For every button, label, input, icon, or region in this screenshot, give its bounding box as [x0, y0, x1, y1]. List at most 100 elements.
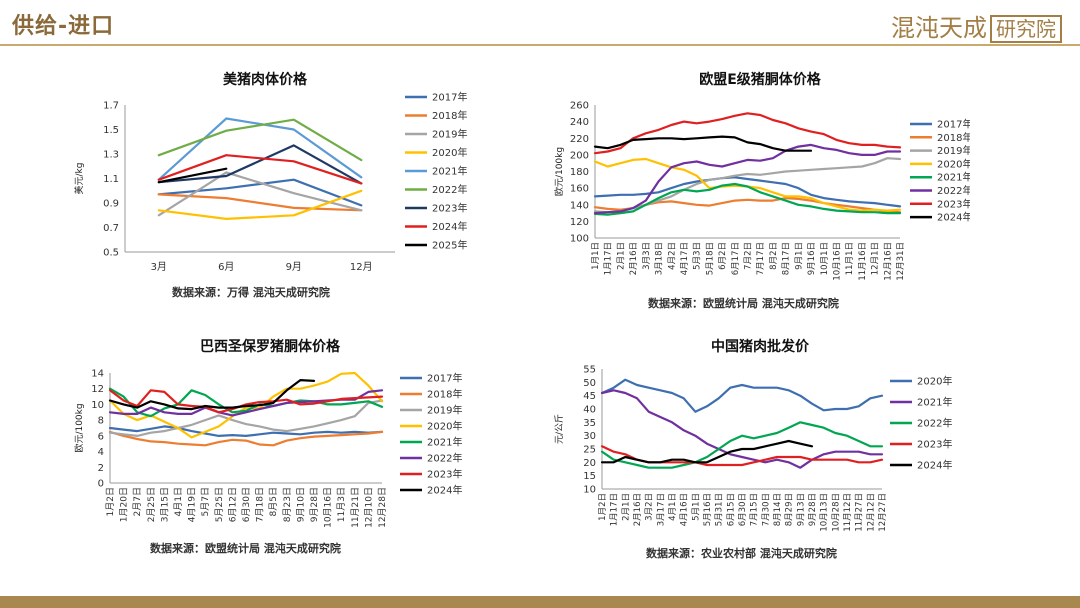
x-tick-label: 9月 — [286, 261, 302, 273]
x-tick-label: 6月17日 — [731, 242, 741, 275]
x-tick-label: 10月16日 — [323, 487, 334, 528]
source-cn: 数据来源：农业农村部 混沌天成研究院 — [646, 547, 837, 560]
x-tick-label: 9月28日 — [808, 493, 818, 526]
chart-title: 中国猪肉批发价 — [711, 338, 810, 355]
y-tick-label: 260 — [570, 101, 589, 112]
legend-label: 2023年 — [432, 202, 467, 215]
legend-label: 2021年 — [427, 436, 462, 449]
legend-label: 2019年 — [937, 144, 970, 157]
y-tick-label: 180 — [570, 167, 589, 178]
x-tick-label: 11月27日 — [855, 493, 865, 532]
y-axis-label: 美元/kg — [73, 163, 85, 195]
x-tick-label: 5月3日 — [693, 242, 703, 270]
x-tick-label: 1月17日 — [610, 493, 620, 526]
series-line-2022年 — [600, 421, 884, 469]
x-tick-label: 9月16日 — [807, 242, 817, 275]
y-tick-label: 55 — [583, 365, 596, 376]
x-tick-label: 3月2日 — [645, 493, 655, 521]
x-tick-label: 6月30日 — [241, 487, 252, 522]
x-tick-label: 2月7日 — [132, 487, 143, 516]
y-tick-label: 1.1 — [103, 174, 119, 185]
x-tick-label: 7月15日 — [750, 493, 760, 526]
x-tick-label: 8月29日 — [785, 493, 795, 526]
y-tick-label: 15 — [583, 471, 596, 482]
y-tick-label: 14 — [91, 369, 104, 380]
y-tick-label: 200 — [570, 150, 589, 161]
x-tick-label: 1月1日 — [591, 242, 601, 270]
y-tick-label: 0.9 — [103, 199, 119, 210]
x-tick-label: 2月16日 — [629, 242, 639, 275]
y-tick-label: 1.5 — [103, 125, 119, 136]
legend-label: 2018年 — [427, 388, 462, 401]
legend-label: 2025年 — [432, 239, 467, 252]
series-line-2019年 — [108, 399, 384, 437]
series-line-2017年 — [108, 425, 384, 437]
legend-label: 2018年 — [937, 131, 970, 144]
x-tick-label: 5月18日 — [705, 242, 715, 275]
y-axis-label: 欧元/100kg — [73, 403, 85, 452]
series-line-2021年 — [593, 182, 902, 216]
x-tick-label: 12月12日 — [866, 493, 876, 532]
x-tick-label: 9月1日 — [794, 242, 804, 270]
series-line-2018年 — [108, 430, 384, 447]
logo-boxed-text: 研究院 — [990, 15, 1062, 43]
series-line-2019年 — [157, 171, 363, 217]
y-tick-label: 40 — [583, 405, 596, 416]
y-tick-label: 240 — [570, 117, 589, 128]
x-tick-label: 7月18日 — [255, 487, 266, 522]
x-tick-label: 2月1日 — [616, 242, 626, 270]
legend-label: 2017年 — [427, 372, 462, 385]
y-tick-label: 10 — [91, 400, 104, 411]
x-tick-label: 12月31日 — [896, 242, 906, 281]
x-tick-label: 11月16日 — [858, 242, 868, 281]
series-line-2017年 — [157, 178, 363, 207]
series-line-2022年 — [108, 389, 384, 417]
brand-logo: 混沌天成 研究院 — [891, 8, 1062, 43]
x-tick-label: 11月21日 — [350, 487, 361, 528]
legend-label: 2024年 — [917, 459, 952, 472]
y-axis-label: 元/公斤 — [554, 414, 565, 444]
x-tick-label: 12月1日 — [871, 242, 881, 275]
legend-label: 2021年 — [432, 165, 467, 178]
series-line-2020年 — [108, 371, 384, 439]
y-tick-label: 30 — [583, 431, 596, 442]
logo-main-text: 混沌天成 — [891, 14, 987, 42]
y-tick-label: 0.5 — [103, 248, 119, 259]
header-divider — [0, 44, 1080, 46]
series-line-2024年 — [593, 135, 813, 152]
series-line-2023年 — [593, 112, 902, 155]
chart-title: 欧盟E级猪胴体价格 — [699, 71, 822, 88]
x-tick-label: 12月10日 — [363, 487, 374, 528]
x-tick-label: 2月25日 — [146, 487, 157, 522]
page-title: 供给-进口 — [12, 14, 115, 39]
legend-label: 2017年 — [937, 118, 970, 131]
x-tick-label: 4月1日 — [668, 493, 678, 521]
x-tick-label: 3月18日 — [655, 242, 665, 275]
x-tick-label: 8月5日 — [268, 487, 279, 516]
series-line-2024年 — [108, 379, 316, 411]
x-tick-label: 1月2日 — [105, 487, 116, 516]
chart-title: 美猪肉体价格 — [223, 71, 308, 88]
x-tick-label: 12月28日 — [377, 487, 388, 528]
x-tick-label: 8月2日 — [769, 242, 779, 270]
x-tick-label: 10月1日 — [820, 242, 830, 275]
x-tick-label: 2月1日 — [621, 493, 631, 521]
x-tick-label: 5月7日 — [200, 487, 211, 516]
series-line-2024年 — [600, 439, 814, 464]
series-line-2022年 — [593, 143, 902, 215]
y-tick-label: 220 — [570, 134, 589, 145]
legend-label: 2019年 — [432, 128, 467, 141]
x-tick-label: 9月10日 — [295, 487, 306, 522]
x-tick-label: 10月16日 — [832, 242, 842, 281]
x-tick-label: 8月23日 — [282, 487, 293, 522]
x-tick-label: 3月3日 — [642, 242, 652, 270]
legend-label: 2017年 — [432, 91, 467, 104]
x-tick-label: 6月30日 — [738, 493, 748, 526]
x-tick-label: 8月14日 — [773, 493, 783, 526]
x-tick-label: 1月20日 — [119, 487, 130, 522]
legend-label: 2018年 — [432, 109, 467, 122]
x-tick-label: 3月15日 — [159, 487, 170, 522]
x-tick-label: 4月16日 — [680, 493, 690, 526]
y-tick-label: 12 — [91, 384, 104, 395]
